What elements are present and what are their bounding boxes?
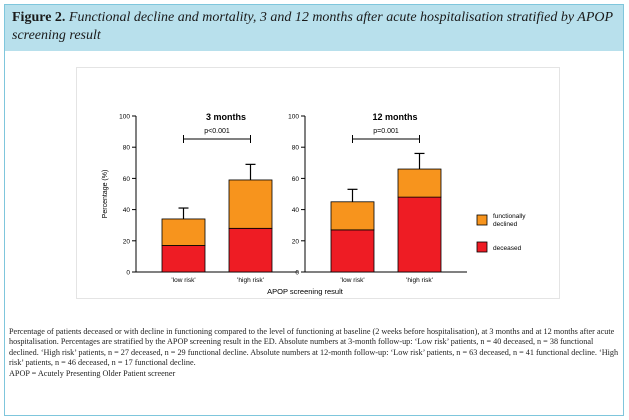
panel-2-bar-declined: [397, 168, 442, 198]
panel-1-y-tick-label: 40: [123, 207, 131, 214]
panel-2-bar-deceased: [397, 196, 442, 273]
panel-2-y-tick-label: 100: [288, 114, 299, 121]
panel-1-category-label: 'low risk': [171, 277, 195, 284]
panel-1-p-value: p<0.001: [204, 128, 230, 135]
legend-label-deceased: deceased: [493, 245, 522, 252]
figure-label: Figure 2.: [12, 10, 66, 25]
figure-caption: Percentage of patients deceased or with …: [9, 327, 621, 379]
panel-1-y-tick-label: 0: [126, 270, 130, 277]
x-axis-label: APOP screening result: [267, 287, 344, 296]
legend-swatch-deceased: [476, 241, 488, 253]
panel-1-category-label: 'high risk': [237, 277, 264, 284]
panel-1-bar-declined: [161, 218, 206, 246]
panel-2-y-tick-label: 40: [292, 207, 300, 214]
figure-title-text: Functional decline and mortality, 3 and …: [12, 10, 613, 43]
legend-label-declined: functionally declined: [493, 213, 526, 228]
y-axis-label: Percentage (%): [102, 170, 109, 219]
figure-title: Figure 2. Functional decline and mortali…: [12, 9, 618, 45]
panel-1-title: 3 months: [206, 112, 246, 122]
figure-header: Figure 2. Functional decline and mortali…: [5, 5, 623, 51]
figure-frame: Figure 2. Functional decline and mortali…: [4, 4, 624, 416]
panel-1-y-tick-label: 60: [123, 176, 131, 183]
panel-2-y-tick-label: 20: [292, 238, 300, 245]
caption-text: Percentage of patients deceased or with …: [9, 327, 619, 367]
panel-1-y-tick-label: 20: [123, 238, 131, 245]
panel-2-bar-deceased: [330, 229, 375, 273]
panel-2-y-tick-label: 80: [292, 145, 300, 152]
panel-2-category-label: 'high risk': [406, 277, 433, 284]
panel-1-y-tick-label: 80: [123, 145, 131, 152]
panel-1-bar-deceased: [161, 245, 206, 273]
panel-1-bar-declined: [228, 179, 273, 229]
chart-area: 0 20 40 60 80 100 3 months p<0.001 'low risk' 'hi…: [76, 67, 560, 299]
panel-1-y-tick-label: 100: [119, 114, 130, 121]
panel-2-p-value: p=0.001: [373, 128, 399, 135]
panel-2-category-label: 'low risk': [340, 277, 364, 284]
panel-2-y-tick-label: 0: [295, 270, 299, 277]
stacked-bar-chart: 0 20 40 60 80 100 3 months p<0.001 'low risk' 'hi…: [102, 112, 526, 296]
panel-2-title: 12 months: [372, 112, 417, 122]
panel-1-bar-deceased: [228, 227, 273, 273]
legend-swatch-declined: [476, 214, 488, 226]
caption-abbreviation: APOP = Acutely Presenting Older Patient …: [9, 369, 176, 379]
panel-2-y-tick-label: 60: [292, 176, 300, 183]
panel-2-bar-declined: [330, 201, 375, 231]
